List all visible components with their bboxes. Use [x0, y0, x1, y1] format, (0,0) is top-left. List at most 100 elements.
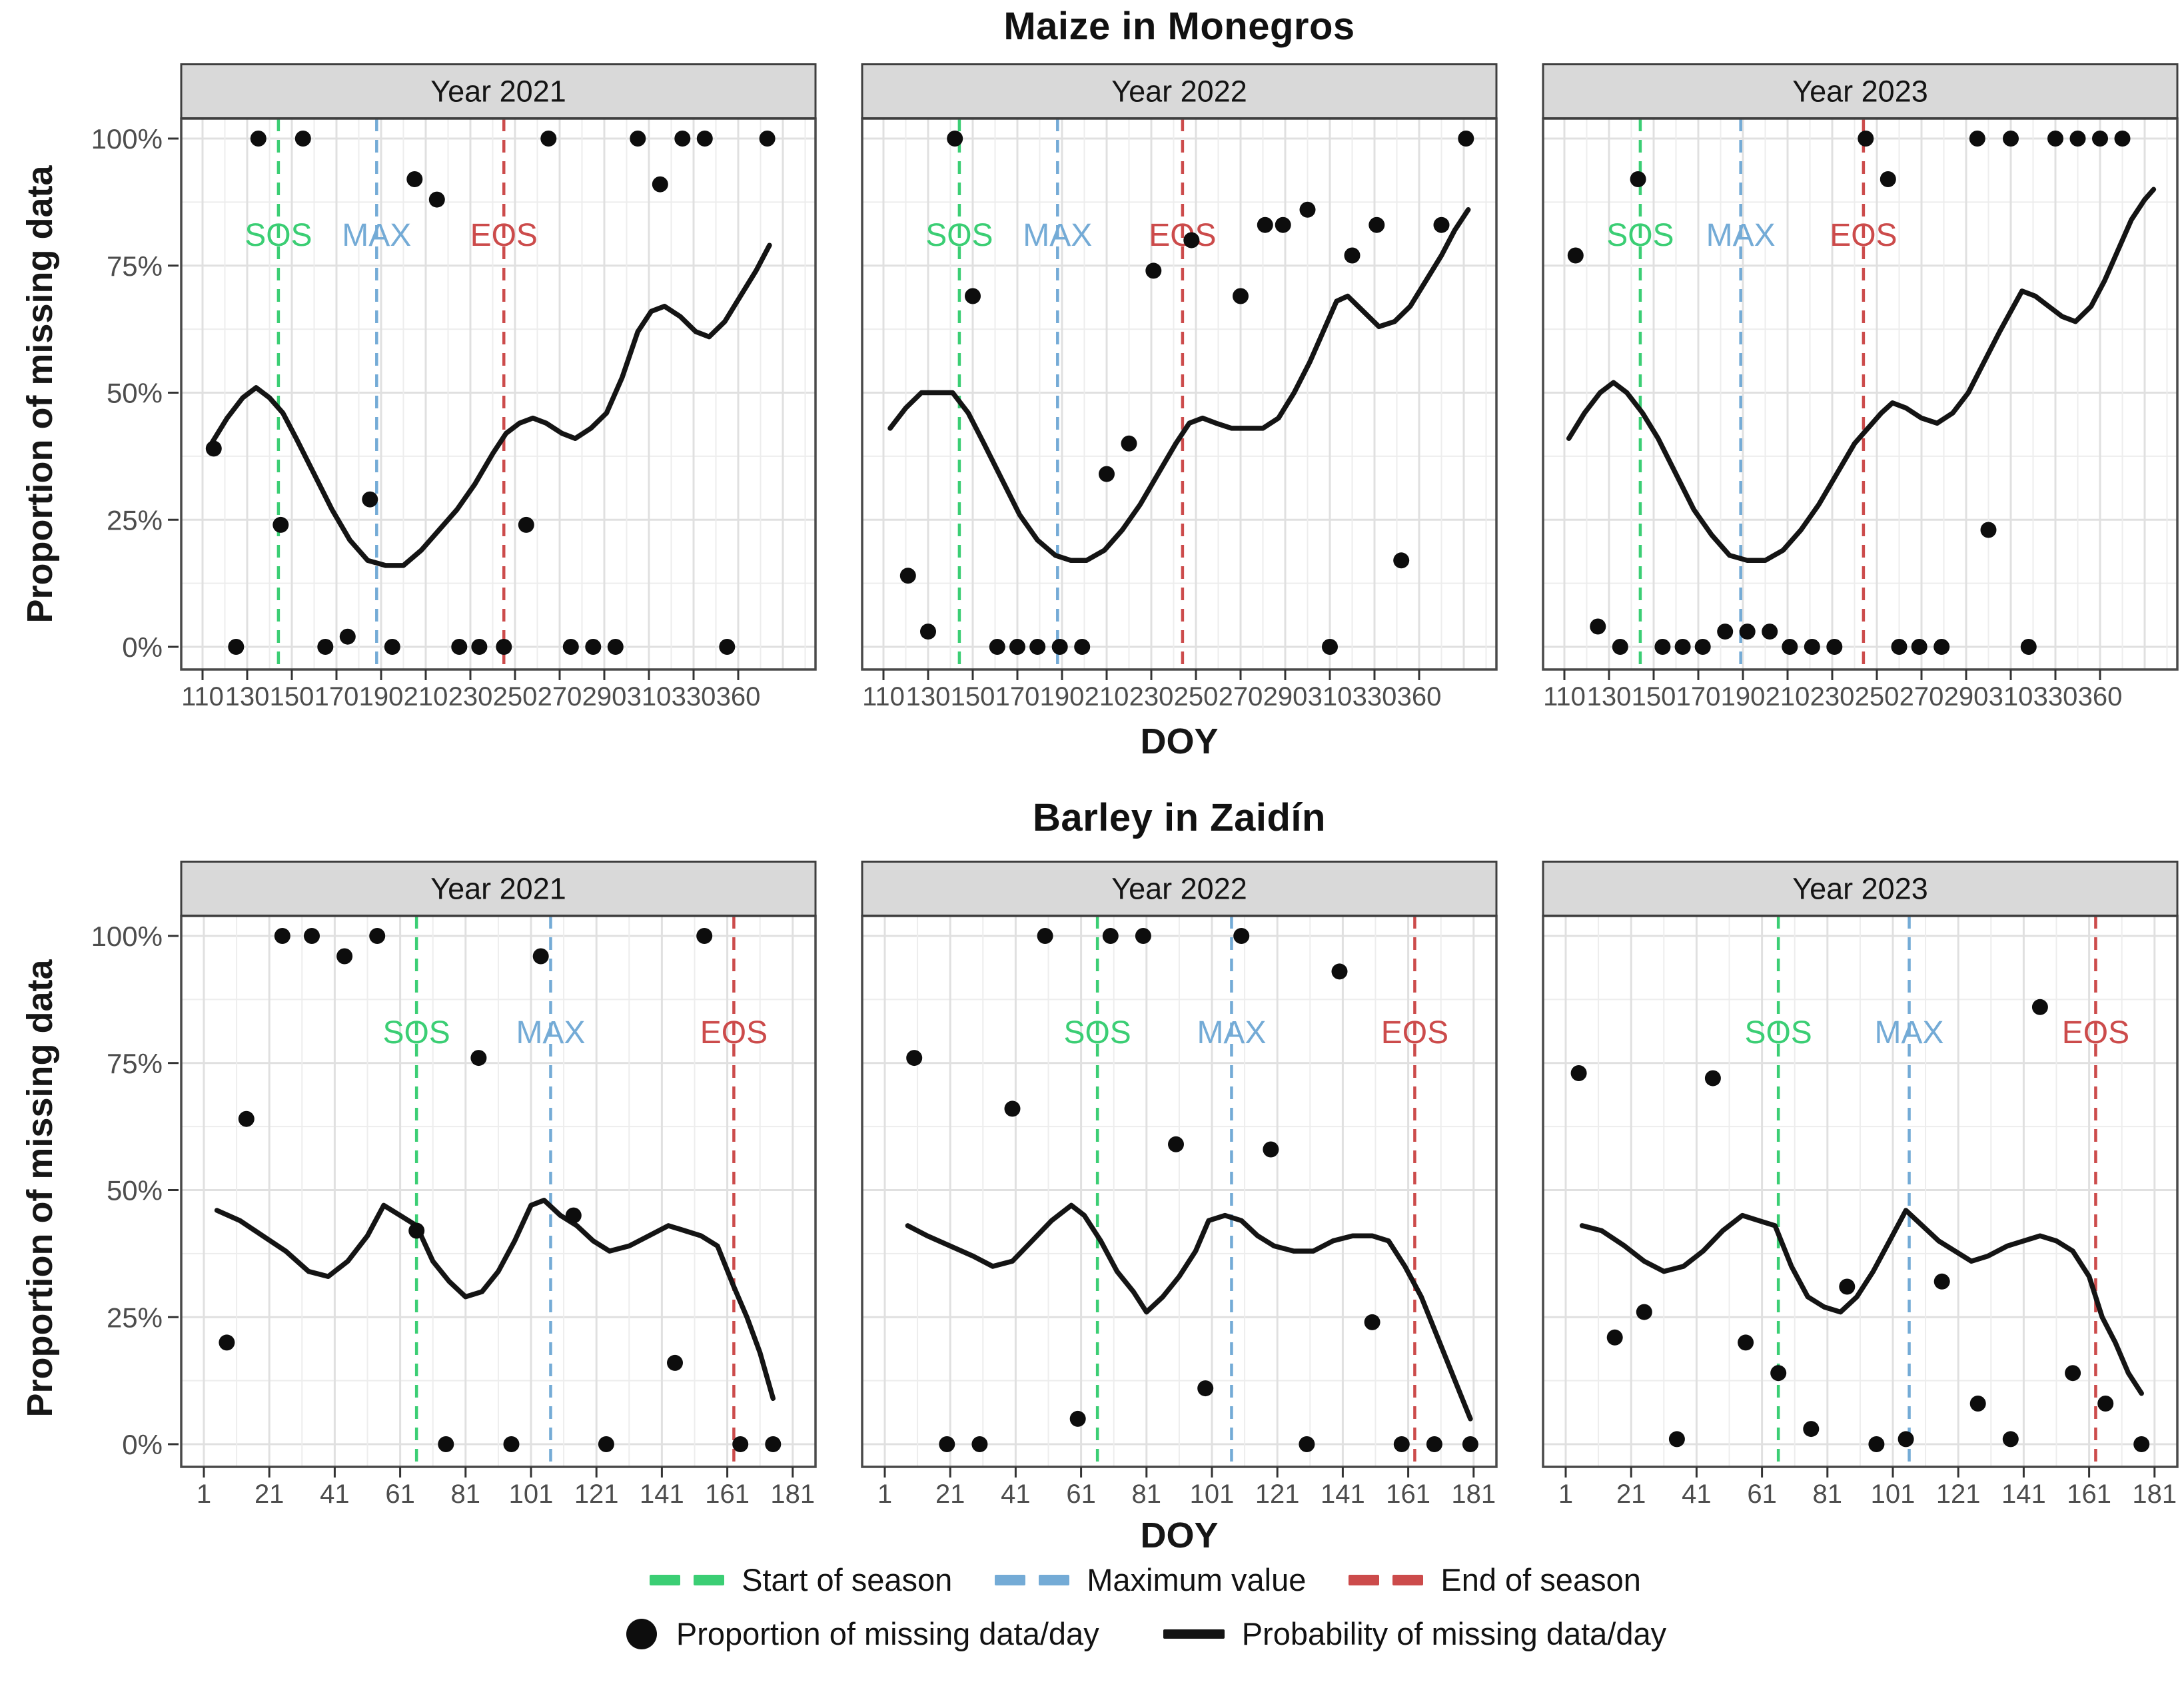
svg-text:EOS: EOS: [1149, 218, 1216, 253]
svg-text:170: 170: [995, 682, 1040, 711]
svg-text:181: 181: [770, 1480, 815, 1509]
red-dash-swatch-icon: [1349, 1574, 1424, 1585]
svg-text:61: 61: [1066, 1480, 1096, 1509]
legend-item-probability-line: Probability of missing data/day: [1163, 1615, 1666, 1652]
svg-text:Year 2022: Year 2022: [1111, 872, 1247, 906]
barley-x-axis-title: DOY: [1140, 1515, 1219, 1555]
svg-text:110: 110: [1543, 682, 1586, 711]
svg-text:290: 290: [1944, 682, 1989, 711]
svg-text:Year 2021: Year 2021: [430, 872, 566, 906]
svg-text:81: 81: [1813, 1480, 1843, 1509]
svg-text:50%: 50%: [107, 1175, 163, 1206]
svg-text:270: 270: [538, 682, 582, 711]
svg-text:170: 170: [1676, 682, 1721, 711]
svg-text:181: 181: [2132, 1480, 2177, 1509]
svg-text:310: 310: [627, 682, 672, 711]
svg-text:290: 290: [582, 682, 627, 711]
svg-text:360: 360: [1397, 682, 1442, 711]
svg-text:Year 2023: Year 2023: [1792, 75, 1928, 109]
legend-label: Maximum value: [1087, 1562, 1307, 1597]
svg-text:SOS: SOS: [925, 218, 993, 253]
svg-text:101: 101: [1190, 1480, 1235, 1509]
svg-text:360: 360: [2078, 682, 2123, 711]
green-dash-swatch-icon: [650, 1574, 725, 1585]
black-line-swatch-icon: [1163, 1629, 1225, 1639]
svg-text:SOS: SOS: [1063, 1015, 1131, 1051]
svg-text:330: 330: [2033, 682, 2078, 711]
svg-text:EOS: EOS: [2062, 1015, 2129, 1051]
svg-text:310: 310: [1989, 682, 2033, 711]
svg-text:230: 230: [1129, 682, 1174, 711]
svg-text:161: 161: [2067, 1480, 2111, 1509]
svg-text:270: 270: [1219, 682, 1263, 711]
svg-text:21: 21: [935, 1480, 965, 1509]
svg-text:0%: 0%: [122, 1429, 163, 1460]
svg-text:Year 2021: Year 2021: [430, 75, 566, 109]
blue-dash-swatch-icon: [995, 1574, 1070, 1585]
legend-item-proportion-points: Proportion of missing data/day: [624, 1615, 1099, 1652]
svg-text:100%: 100%: [91, 123, 163, 155]
legend-item-maximum-value: Maximum value: [995, 1561, 1306, 1598]
svg-text:330: 330: [1353, 682, 1397, 711]
svg-text:EOS: EOS: [700, 1015, 768, 1051]
svg-text:141: 141: [2001, 1480, 2046, 1509]
svg-text:150: 150: [951, 682, 995, 711]
svg-text:230: 230: [448, 682, 493, 711]
svg-text:21: 21: [1616, 1480, 1646, 1509]
svg-text:360: 360: [716, 682, 761, 711]
svg-text:EOS: EOS: [470, 218, 538, 253]
svg-text:61: 61: [385, 1480, 415, 1509]
svg-text:161: 161: [1386, 1480, 1430, 1509]
svg-text:150: 150: [1632, 682, 1676, 711]
svg-text:121: 121: [1255, 1480, 1300, 1509]
legend-item-end-of-season: End of season: [1349, 1561, 1641, 1598]
svg-text:210: 210: [404, 682, 448, 711]
svg-text:121: 121: [574, 1480, 619, 1509]
svg-text:1: 1: [197, 1480, 211, 1509]
svg-text:EOS: EOS: [1830, 218, 1897, 253]
svg-text:310: 310: [1308, 682, 1353, 711]
svg-text:41: 41: [1682, 1480, 1712, 1509]
svg-text:130: 130: [225, 682, 270, 711]
svg-text:250: 250: [493, 682, 538, 711]
svg-text:SOS: SOS: [1744, 1015, 1812, 1051]
svg-text:81: 81: [451, 1480, 481, 1509]
svg-text:190: 190: [359, 682, 404, 711]
svg-text:130: 130: [1587, 682, 1632, 711]
svg-text:190: 190: [1721, 682, 1766, 711]
svg-text:100%: 100%: [91, 921, 163, 952]
legend-label: Probability of missing data/day: [1241, 1616, 1667, 1651]
svg-text:250: 250: [1174, 682, 1219, 711]
svg-text:75%: 75%: [107, 250, 163, 282]
svg-text:MAX: MAX: [1023, 218, 1092, 253]
svg-text:SOS: SOS: [382, 1015, 450, 1051]
svg-text:MAX: MAX: [516, 1015, 585, 1051]
svg-text:EOS: EOS: [1381, 1015, 1448, 1051]
svg-text:170: 170: [314, 682, 359, 711]
svg-text:101: 101: [509, 1480, 554, 1509]
svg-text:141: 141: [1321, 1480, 1365, 1509]
svg-text:25%: 25%: [107, 504, 163, 536]
svg-text:130: 130: [906, 682, 951, 711]
svg-text:Year 2022: Year 2022: [1111, 75, 1247, 109]
legend-label: Start of season: [742, 1562, 953, 1597]
legend-item-start-of-season: Start of season: [650, 1561, 952, 1598]
maize-figure-title: Maize in Monegros: [1003, 5, 1355, 48]
svg-text:290: 290: [1263, 682, 1308, 711]
svg-text:110: 110: [862, 682, 905, 711]
black-point-swatch-icon: [626, 1618, 657, 1649]
svg-text:41: 41: [1001, 1480, 1031, 1509]
svg-text:MAX: MAX: [1875, 1015, 1944, 1051]
legend-row-vlines: Start of season Maximum value End of sea…: [650, 1561, 1641, 1598]
svg-text:210: 210: [1085, 682, 1129, 711]
svg-text:41: 41: [320, 1480, 350, 1509]
svg-text:110: 110: [181, 682, 224, 711]
svg-text:MAX: MAX: [1197, 1015, 1266, 1051]
svg-text:250: 250: [1855, 682, 1900, 711]
svg-text:75%: 75%: [107, 1048, 163, 1079]
svg-text:0%: 0%: [122, 632, 163, 663]
svg-text:61: 61: [1747, 1480, 1777, 1509]
svg-text:25%: 25%: [107, 1302, 163, 1333]
